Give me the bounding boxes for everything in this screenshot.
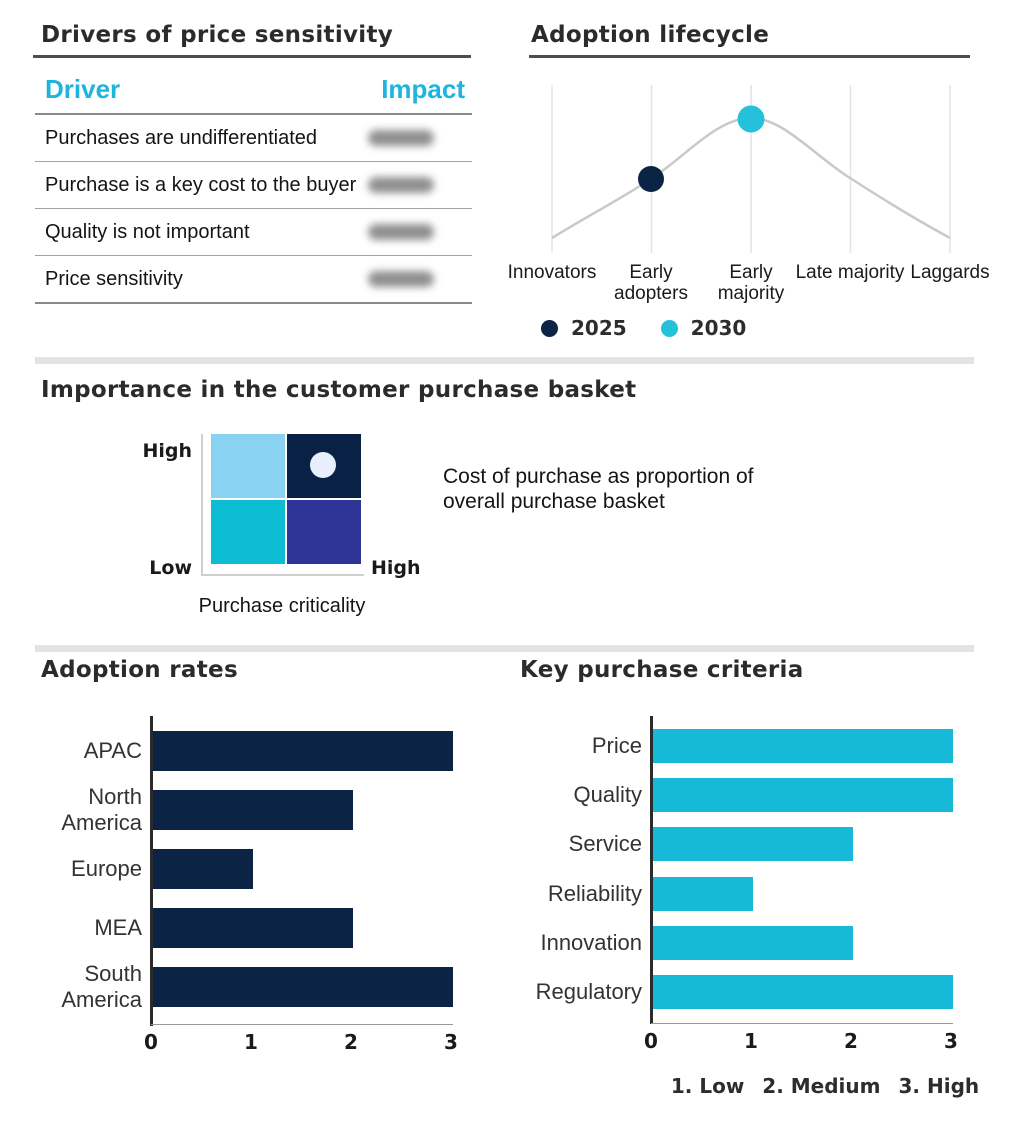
column-header-driver: Driver [45, 74, 121, 104]
scale-note-low: 1. Low [670, 1074, 745, 1098]
lifecycle-title-rule [529, 55, 970, 58]
bar-quality [653, 778, 953, 812]
bar-label-apac: APAC [83, 738, 142, 763]
point-2030 [737, 105, 765, 133]
purchase-criteria-baseline [651, 1023, 953, 1024]
tick-1: 1 [744, 1029, 758, 1053]
bar-label-quality: Quality [573, 782, 642, 807]
purchase-criteria-title: Key purchase criteria [520, 657, 804, 683]
table-row: Price sensitivity [35, 256, 472, 304]
legend-label-2030: 2030 [690, 316, 747, 340]
impact-cell-redacted [368, 224, 434, 240]
bar-label-innovation: Innovation [540, 930, 642, 955]
scale-note-medium: 2. Medium [762, 1074, 881, 1098]
legend-dot-2025 [541, 319, 558, 337]
matrix-y-axis [201, 434, 203, 576]
matrix-y-high-label: High [142, 440, 192, 462]
matrix-y-low-label: Low [149, 557, 192, 579]
bar-label-price: Price [591, 733, 642, 758]
bar-apac [153, 731, 453, 771]
adoption-rates-baseline [151, 1024, 453, 1025]
bar-label-regulatory: Regulatory [535, 979, 642, 1004]
impact-cell-redacted [368, 177, 434, 193]
matrix-x-axis [201, 574, 364, 576]
driver-cell: Purchase is a key cost to the buyer [45, 173, 357, 196]
stage-label-innovators: Innovators [507, 262, 597, 283]
tick-3: 3 [944, 1029, 958, 1053]
impact-cell-redacted [368, 130, 434, 146]
bar-reliability [653, 877, 753, 911]
bar-south-america [153, 967, 453, 1007]
bar-price [653, 729, 953, 763]
tick-2: 2 [844, 1029, 858, 1053]
quadrant-matrix [211, 434, 361, 564]
basket-note-line1: Cost of purchase as proportion of [443, 465, 754, 488]
tick-1: 1 [244, 1030, 258, 1054]
bar-regulatory [653, 975, 953, 1009]
basket-note: Cost of purchase as proportion of overal… [443, 464, 754, 514]
driver-cell: Quality is not important [45, 220, 250, 243]
purchase-criteria-y-axis [650, 716, 653, 1024]
basket-note-line2: overall purchase basket [443, 490, 665, 513]
bar-mea [153, 908, 353, 948]
matrix-marker-dot [310, 452, 336, 478]
tick-0: 0 [144, 1030, 158, 1054]
quadrant-bottom-left [211, 500, 285, 564]
matrix-x-high-label: High [371, 557, 421, 579]
section-divider [35, 357, 974, 364]
header-rule [35, 113, 472, 115]
bar-label-north-america: North America [61, 784, 142, 835]
legend-dot-2030 [660, 319, 678, 337]
quadrant-top-left [211, 434, 285, 498]
bar-label-service: Service [568, 831, 642, 856]
stage-label-late-majority: Late majority [795, 262, 905, 283]
bar-label-europe: Europe [71, 856, 142, 881]
drivers-table-header: Driver Impact [35, 74, 465, 105]
section-divider [35, 645, 974, 652]
stage-label-early-adopters: Early adopters [614, 262, 688, 304]
drivers-table-title: Drivers of price sensitivity [41, 22, 394, 48]
bar-label-reliability: Reliability [547, 881, 642, 906]
tick-2: 2 [344, 1030, 358, 1054]
column-header-impact: Impact [381, 74, 465, 104]
bar-label-south-america: South America [61, 961, 142, 1012]
lifecycle-chart [551, 85, 951, 253]
impact-cell-redacted [368, 271, 434, 287]
drivers-title-rule [33, 55, 471, 58]
table-row: Quality is not important [35, 209, 472, 256]
bar-europe [153, 849, 253, 889]
table-row: Purchases are undifferentiated [35, 115, 472, 162]
matrix-x-axis-title: Purchase criticality [198, 595, 366, 617]
bar-innovation [653, 926, 853, 960]
stage-label-laggards: Laggards [910, 262, 990, 283]
legend-label-2025: 2025 [571, 316, 627, 340]
bar-north-america [153, 790, 353, 830]
tick-3: 3 [444, 1030, 458, 1054]
scale-note: 1. Low 2. Medium 3. High [655, 1074, 995, 1098]
scale-note-high: 3. High [898, 1074, 980, 1098]
adoption-rates-y-axis [150, 716, 153, 1026]
lifecycle-title: Adoption lifecycle [531, 22, 770, 48]
adoption-rates-title: Adoption rates [41, 657, 238, 683]
table-row: Purchase is a key cost to the buyer [35, 162, 472, 209]
quadrant-bottom-right [287, 500, 361, 564]
driver-cell: Purchases are undifferentiated [45, 126, 318, 149]
bar-service [653, 827, 853, 861]
tick-0: 0 [644, 1029, 658, 1053]
lifecycle-legend: 2025 2030 [541, 316, 746, 340]
point-2025 [638, 166, 664, 192]
bar-label-mea: MEA [94, 915, 142, 940]
driver-cell: Price sensitivity [45, 267, 183, 290]
stage-label-early-majority: Early majority [717, 262, 785, 304]
basket-title: Importance in the customer purchase bask… [41, 377, 637, 403]
drivers-table-body: Purchases are undifferentiated Purchase … [35, 115, 472, 304]
